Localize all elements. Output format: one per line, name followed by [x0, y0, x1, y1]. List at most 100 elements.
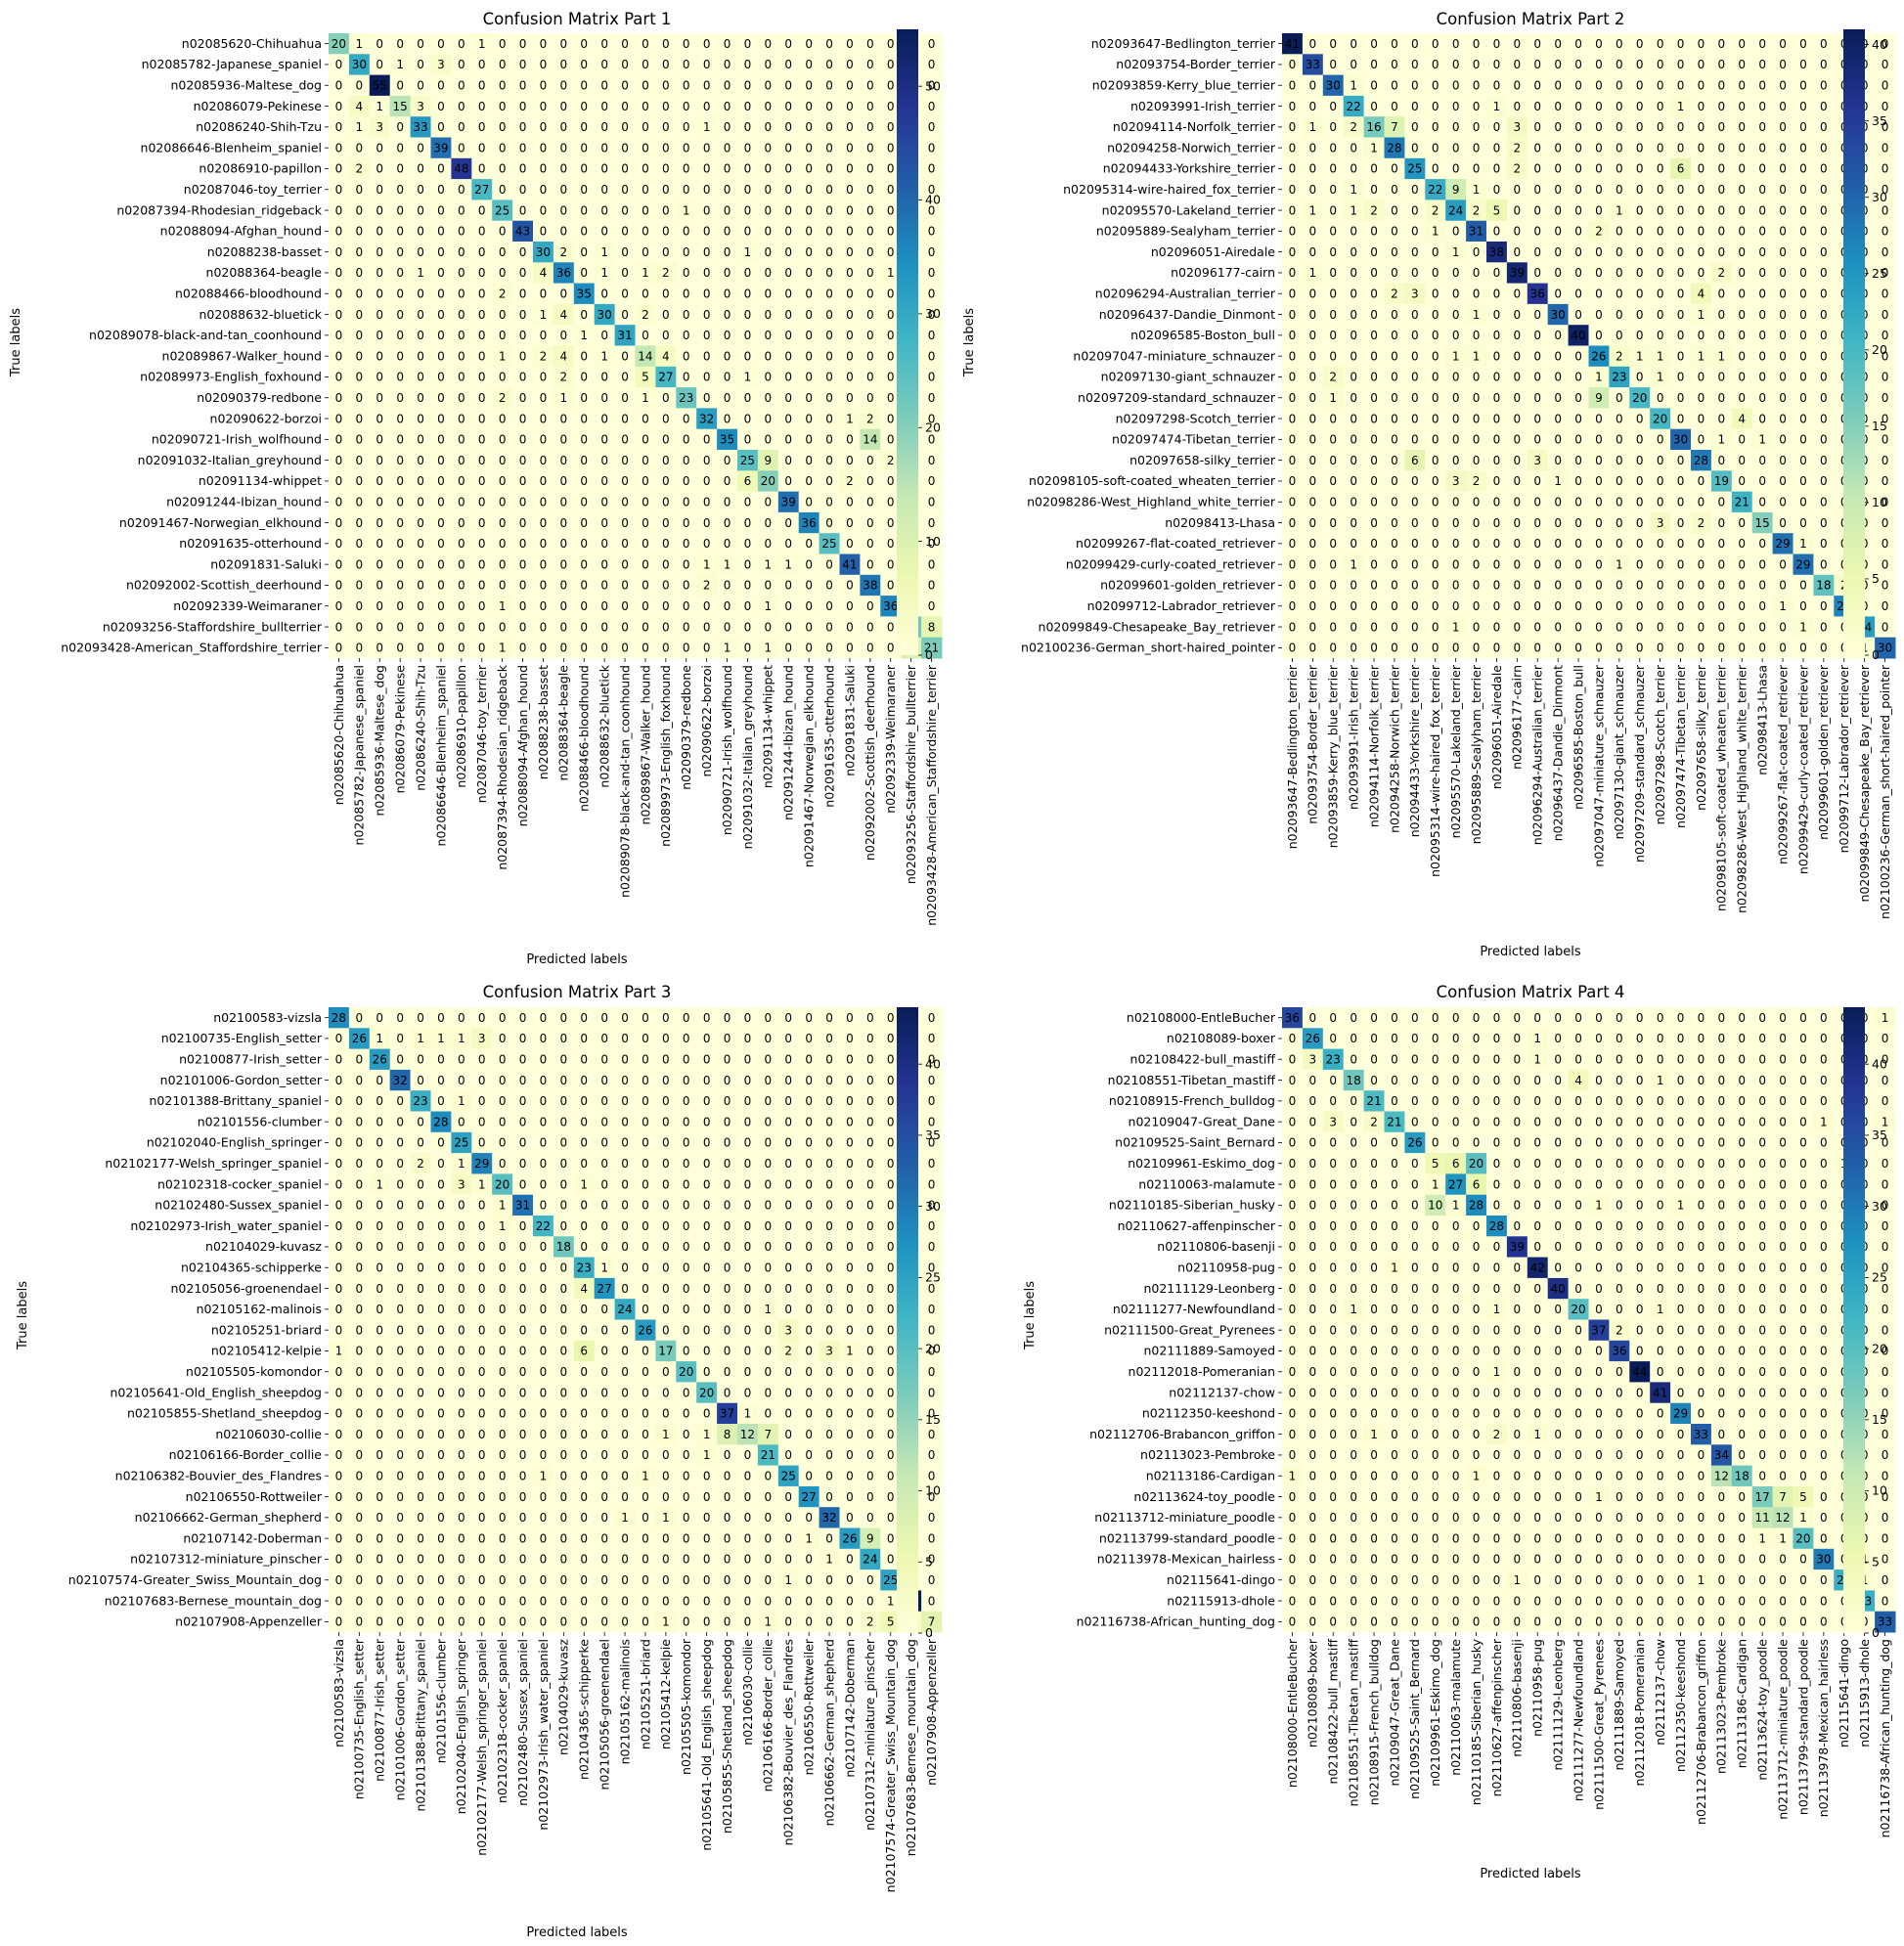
cell-value: 0 — [928, 225, 936, 239]
cell-value: 0 — [1309, 557, 1317, 571]
cell-value: 0 — [1616, 599, 1623, 613]
heatmap-cell — [614, 179, 636, 200]
heatmap-cell — [880, 242, 902, 263]
cell-value: 0 — [1452, 454, 1460, 467]
heatmap-cell — [921, 199, 943, 222]
cell-value: 0 — [1452, 391, 1460, 405]
cell-value: 0 — [703, 391, 711, 405]
cell-value: 2 — [662, 266, 670, 280]
cell-value: 0 — [1677, 371, 1685, 384]
heatmap-cell — [921, 116, 943, 138]
heatmap-cell — [860, 283, 881, 305]
cell-value: 0 — [437, 557, 445, 571]
heatmap-cell — [819, 116, 840, 138]
cell-value: 0 — [846, 516, 854, 530]
cell-value: 0 — [1595, 120, 1603, 134]
heatmap-cell — [696, 303, 718, 326]
cell-value: 0 — [458, 433, 465, 447]
cell-value: 0 — [1514, 579, 1522, 593]
heatmap-cell — [430, 366, 452, 388]
cell-value: 0 — [887, 1074, 895, 1087]
heatmap-cell — [348, 137, 371, 159]
cell-value: 0 — [928, 100, 936, 113]
cell-value: 0 — [458, 37, 465, 51]
cell-value: 0 — [1574, 433, 1582, 447]
heatmap-cell — [430, 491, 452, 513]
cell-value: 0 — [458, 641, 465, 655]
cell-value: 0 — [437, 266, 445, 280]
heatmap-cell — [696, 366, 718, 388]
cell-value: 0 — [805, 308, 813, 322]
cell-value: 0 — [1738, 183, 1746, 197]
heatmap-cell — [533, 116, 554, 138]
cell-value: 0 — [866, 162, 874, 176]
cell-value: 0 — [662, 495, 670, 509]
cell-value: 0 — [540, 454, 548, 467]
cell-value: 0 — [1533, 537, 1541, 551]
x-tick-label: n02089867-Walker_hound — [638, 665, 652, 824]
cell-value: 0 — [1289, 620, 1297, 634]
cell-value: 0 — [825, 599, 833, 613]
cell-value: 0 — [1677, 183, 1685, 197]
cell-value: 3 — [437, 58, 445, 71]
heatmap-cell — [410, 387, 431, 409]
y-tick-label: n02106550-Rottweiler — [186, 1489, 323, 1504]
cell-value: 0 — [1309, 349, 1317, 363]
cell-value: 0 — [1657, 454, 1664, 467]
cell-value: 0 — [560, 557, 568, 571]
heatmap-cell — [512, 408, 534, 430]
cell-value: 0 — [1820, 183, 1828, 197]
cell-value: 0 — [621, 371, 629, 384]
cell-value: 0 — [560, 287, 568, 300]
heatmap-cell — [921, 220, 943, 243]
heatmap-cell — [819, 345, 840, 368]
cell-value: 0 — [1391, 58, 1398, 71]
cell-value: 0 — [1718, 495, 1726, 509]
cell-value: 0 — [437, 1074, 445, 1087]
cell-value: 0 — [846, 391, 854, 405]
cell-value: 0 — [1391, 225, 1398, 239]
cell-value: 0 — [1452, 329, 1460, 342]
cell-value: 0 — [1289, 183, 1297, 197]
cell-value: 0 — [417, 620, 424, 634]
cell-value: 0 — [540, 287, 548, 300]
cell-value: 0 — [478, 162, 486, 176]
cell-value: 0 — [846, 579, 854, 593]
cell-value: 0 — [1289, 141, 1297, 155]
heatmap-cell — [696, 242, 718, 263]
cell-value: 0 — [1616, 37, 1623, 51]
cell-value: 0 — [1411, 183, 1419, 197]
cell-value: 0 — [1574, 203, 1582, 217]
cell-value: 0 — [1411, 391, 1419, 405]
heatmap-cell — [369, 199, 391, 222]
cell-value: 0 — [1616, 620, 1623, 634]
cell-value: 0 — [1554, 349, 1562, 363]
cell-value: 0 — [519, 1011, 527, 1025]
heatmap-cell — [717, 33, 738, 55]
cell-value: 0 — [1799, 266, 1807, 280]
cell-value: 0 — [356, 371, 364, 384]
cell-value: 0 — [825, 183, 833, 197]
cell-value: 1 — [1677, 100, 1685, 113]
cell-value: 0 — [478, 579, 486, 593]
cell-value: 1 — [1309, 266, 1317, 280]
heatmap-cell — [777, 470, 800, 493]
cell-value: 0 — [1882, 516, 1889, 530]
y-tick-label: n02097209-standard_schnauzer — [1078, 390, 1276, 405]
cell-value: 0 — [744, 516, 752, 530]
cell-value: 0 — [478, 225, 486, 239]
cell-value: 0 — [724, 329, 731, 342]
cell-value: 0 — [784, 100, 792, 113]
cell-value: 0 — [765, 37, 773, 51]
heatmap-cell — [819, 303, 840, 326]
cell-value: 0 — [335, 599, 343, 613]
cell-value: 0 — [600, 620, 608, 634]
cell-value: 0 — [1391, 641, 1398, 655]
cell-value: 0 — [396, 183, 404, 197]
cell-value: 0 — [1616, 183, 1623, 197]
cell-value: 0 — [376, 495, 383, 509]
cell-value: 0 — [335, 245, 343, 259]
cell-value: 1 — [437, 1032, 445, 1045]
y-tick-label: n02094258-Norwich_terrier — [1107, 140, 1276, 155]
chart-title: Confusion Matrix Part 1 — [483, 10, 672, 28]
